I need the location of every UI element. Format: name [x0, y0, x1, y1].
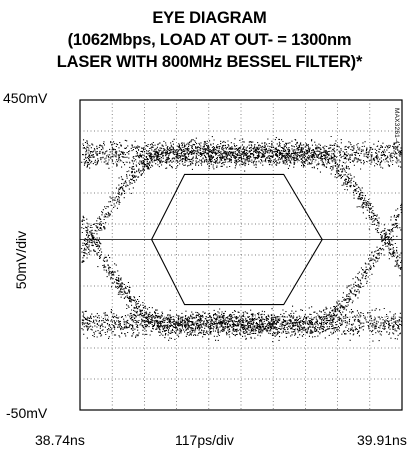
eye-trace-points [81, 135, 403, 343]
y-top-label: 450mV [3, 90, 48, 106]
x-left-label: 38.74ns [35, 432, 85, 448]
part-number-tag: MAX3261-4 [393, 108, 400, 145]
chart-subtitle-line-1: (1062Mbps, LOAD AT OUT- = 1300nm [67, 31, 352, 49]
x-right-label: 39.91ns [357, 432, 407, 448]
chart-title: EYE DIAGRAM [152, 9, 267, 27]
eye-mask-hexagon [150, 173, 323, 306]
eye-traces [81, 135, 403, 343]
x-axis-label: 117ps/div [175, 432, 234, 448]
y-axis-label: 50mV/div [13, 230, 29, 290]
y-bottom-label: -50mV [6, 405, 48, 421]
chart-subtitle-line-2: LASER WITH 800MHz BESSEL FILTER)* [56, 53, 363, 71]
